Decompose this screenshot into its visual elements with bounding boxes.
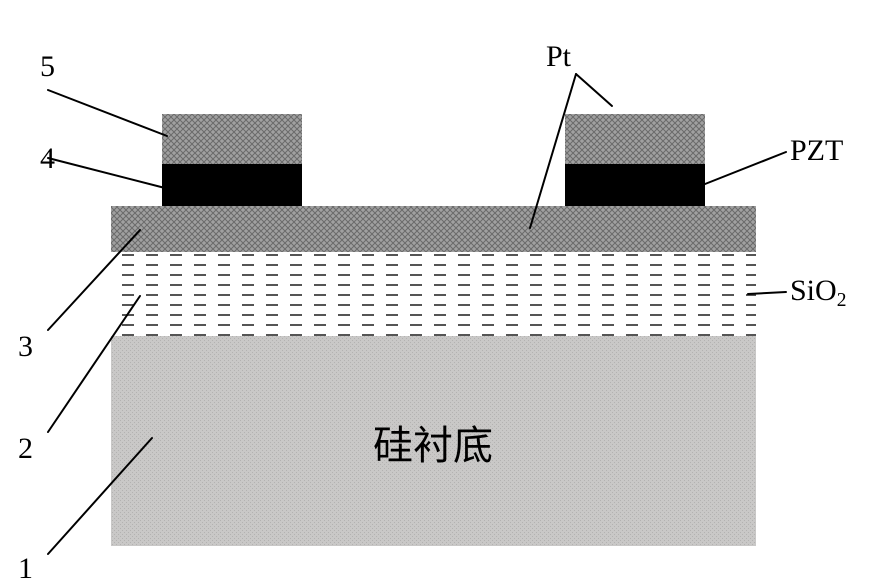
label-num-4: 4: [40, 142, 55, 175]
layer-pzt-right: [565, 164, 705, 206]
layer-pt-bottom: [111, 206, 756, 252]
layer-pt-top-left: [162, 114, 302, 164]
label-num-1: 1: [18, 552, 33, 583]
label-pzt: PZT: [790, 134, 843, 167]
label-num-5: 5: [40, 50, 55, 83]
layer-pt-top-right: [565, 114, 705, 164]
layer-stack: [111, 114, 756, 546]
leader-pzt: [700, 152, 786, 186]
leader-5: [48, 90, 167, 136]
label-substrate: 硅衬底: [373, 423, 493, 468]
cross-section-diagram: 1 2 3 4 5 Pt PZT SiO2 硅衬底: [0, 0, 874, 583]
layer-sio2: [111, 252, 756, 336]
label-num-3: 3: [18, 330, 33, 363]
label-pt: Pt: [546, 40, 572, 73]
layer-pzt-left: [162, 164, 302, 206]
leader-pt-1: [576, 74, 612, 106]
leader-4: [48, 158, 165, 188]
label-num-2: 2: [18, 432, 33, 465]
label-sio2: SiO2: [790, 274, 846, 311]
